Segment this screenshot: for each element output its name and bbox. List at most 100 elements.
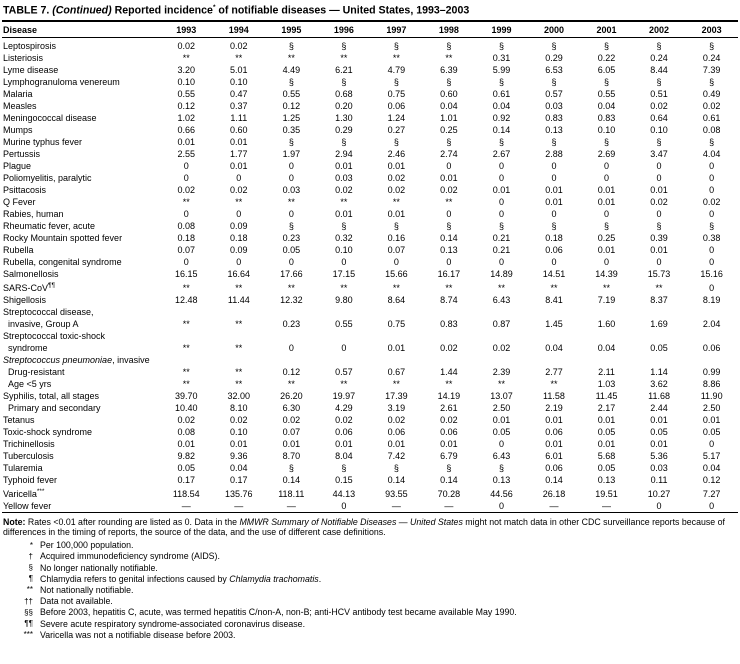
footnote-text-part: Varicella was not a notifiable disease b…: [40, 629, 236, 640]
value-cell: 8.04: [335, 450, 353, 461]
disease-label: Poliomyelitis, paralytic: [2, 172, 160, 184]
disease-label: Mumps: [2, 124, 160, 136]
value-cell: 0.99: [702, 366, 721, 377]
value-cell: 15.66: [385, 268, 408, 279]
table-row: Meningococcal disease 1.02 1.11 1.25 1.30 1.2…: [2, 112, 738, 124]
disease-name: Typhoid fever: [3, 474, 58, 485]
disease-footnote-marker: ***: [36, 487, 45, 495]
year-header: 2000: [527, 20, 581, 38]
value-cell: 6.53: [545, 64, 563, 75]
disease-label: Age <5 yrs: [2, 378, 160, 390]
value-cell: 0.01: [597, 196, 616, 207]
footnote-text-part: Acquired immunodeficiency syndrome (AIDS…: [40, 551, 220, 562]
value-cell: 0.32: [335, 232, 353, 243]
value-cell: 0: [236, 172, 242, 183]
table-row: Syphilis, total, all stages 39.70 32.00 26.…: [2, 390, 738, 402]
disease-name: Tetanus: [3, 414, 35, 425]
value-cell: 17.39: [385, 390, 408, 401]
value-cell: 0.61: [492, 88, 511, 99]
disease-label: Rheumatic fever, acute: [2, 220, 160, 232]
value-cell: 93.55: [385, 488, 408, 499]
value-cell: **: [182, 366, 190, 377]
value-cell: 2.74: [440, 148, 458, 159]
value-cell: 0: [446, 160, 452, 171]
disease-name: Rubella: [3, 244, 34, 255]
footnote-symbol: ¶¶: [24, 619, 33, 629]
value-cell: 0.01: [702, 414, 721, 425]
value-cell: 0: [656, 208, 662, 219]
footnote: §§ Before 2003, hepatitis C, acute, was t…: [2, 607, 738, 618]
value-cell: 0.10: [597, 124, 616, 135]
value-cell: 0.05: [177, 462, 196, 473]
value-cell: **: [550, 282, 558, 293]
value-cell: 0.01: [545, 414, 563, 425]
value-cell: 6.43: [492, 450, 511, 461]
value-cell: 0.23: [282, 232, 301, 243]
value-cell: 0.01: [230, 136, 248, 147]
value-cell: 11.90: [700, 390, 723, 401]
footnote-text: Before 2003, hepatitis C, acute, was ter…: [40, 607, 738, 618]
value-cell: 0: [551, 160, 557, 171]
footnote-text-part: Per 100,000 population.: [40, 540, 134, 551]
value-cell: §: [393, 136, 399, 147]
disease-section-label: Streptococcus pneumoniae, invasive: [2, 354, 738, 366]
value-cell: 2.69: [597, 148, 616, 159]
disease-name: Lymphogranuloma venereum: [3, 76, 120, 87]
table-row: Listeriosis ** ** ** ** ** ** 0.31 0.29 0.22 0.24 0…: [2, 52, 738, 64]
value-cell: —: [391, 500, 401, 511]
year-header: 1996: [317, 20, 371, 38]
value-cell: 26.20: [280, 390, 303, 401]
value-cell: 14.51: [542, 268, 566, 279]
title-text: Reported incidence: [114, 4, 213, 17]
value-cell: —: [286, 500, 296, 511]
value-cell: 9.36: [230, 450, 248, 461]
disease-label: Varicella***: [2, 486, 160, 500]
value-cell: 0.10: [177, 76, 196, 87]
value-cell: 0.02: [440, 342, 458, 353]
value-cell: 0.66: [177, 124, 196, 135]
value-cell: 0: [183, 256, 189, 267]
year-header: 1995: [265, 20, 318, 38]
value-cell: 0.12: [702, 474, 721, 485]
value-cell: §: [393, 40, 399, 51]
value-cell: 0.02: [387, 172, 406, 183]
table-row: Rubella, congenital syndrome 0 0 0 0 0 0 0 0 0 0 0: [2, 256, 738, 268]
value-cell: 39.70: [175, 390, 198, 401]
value-cell: 11.58: [543, 390, 565, 401]
value-cell: 6.30: [282, 402, 301, 413]
value-cell: 0.12: [177, 100, 196, 111]
value-cell: 5.17: [702, 450, 721, 461]
footnote: ** Not nationally notifiable.: [2, 585, 738, 596]
disease-label: Tularemia: [2, 462, 160, 474]
value-cell: 10.40: [175, 402, 198, 413]
title-table-number: TABLE 7.: [3, 4, 50, 17]
disease-name: Measles: [3, 100, 37, 111]
value-cell: §: [288, 462, 294, 473]
value-cell: 0.27: [387, 124, 406, 135]
value-cell: 0: [288, 256, 294, 267]
disease-label: Leptospirosis: [2, 37, 160, 52]
footnote-italic-text: Chlamydia trachomatis: [229, 573, 319, 584]
value-cell: **: [392, 52, 400, 63]
value-cell: 0.22: [597, 52, 616, 63]
value-cell: 9.80: [335, 294, 353, 305]
value-cell: 0.02: [702, 196, 721, 207]
value-cell: **: [235, 282, 243, 293]
value-cell: 8.70: [282, 450, 301, 461]
value-cell: 1.69: [650, 318, 668, 329]
value-cell: §: [288, 40, 294, 51]
year-header: 2002: [632, 20, 686, 38]
value-cell: 0.17: [177, 474, 196, 485]
value-cell: 1.01: [440, 112, 458, 123]
value-cell: 0.02: [650, 100, 668, 111]
value-cell: 6.01: [545, 450, 563, 461]
disease-label: Rubella, congenital syndrome: [2, 256, 160, 268]
value-cell: 0.55: [282, 88, 301, 99]
value-cell: **: [445, 52, 453, 63]
value-cell: §: [393, 76, 399, 87]
table-row: Rocky Mountain spotted fever 0.18 0.18 0.23…: [2, 232, 738, 244]
table-row: Malaria 0.55 0.47 0.55 0.68 0.75 0.60 0.61 0.57 0…: [2, 88, 738, 100]
value-cell: **: [340, 282, 348, 293]
value-cell: 7.19: [597, 294, 616, 305]
disease-name-line2: invasive, Group A: [8, 318, 79, 329]
